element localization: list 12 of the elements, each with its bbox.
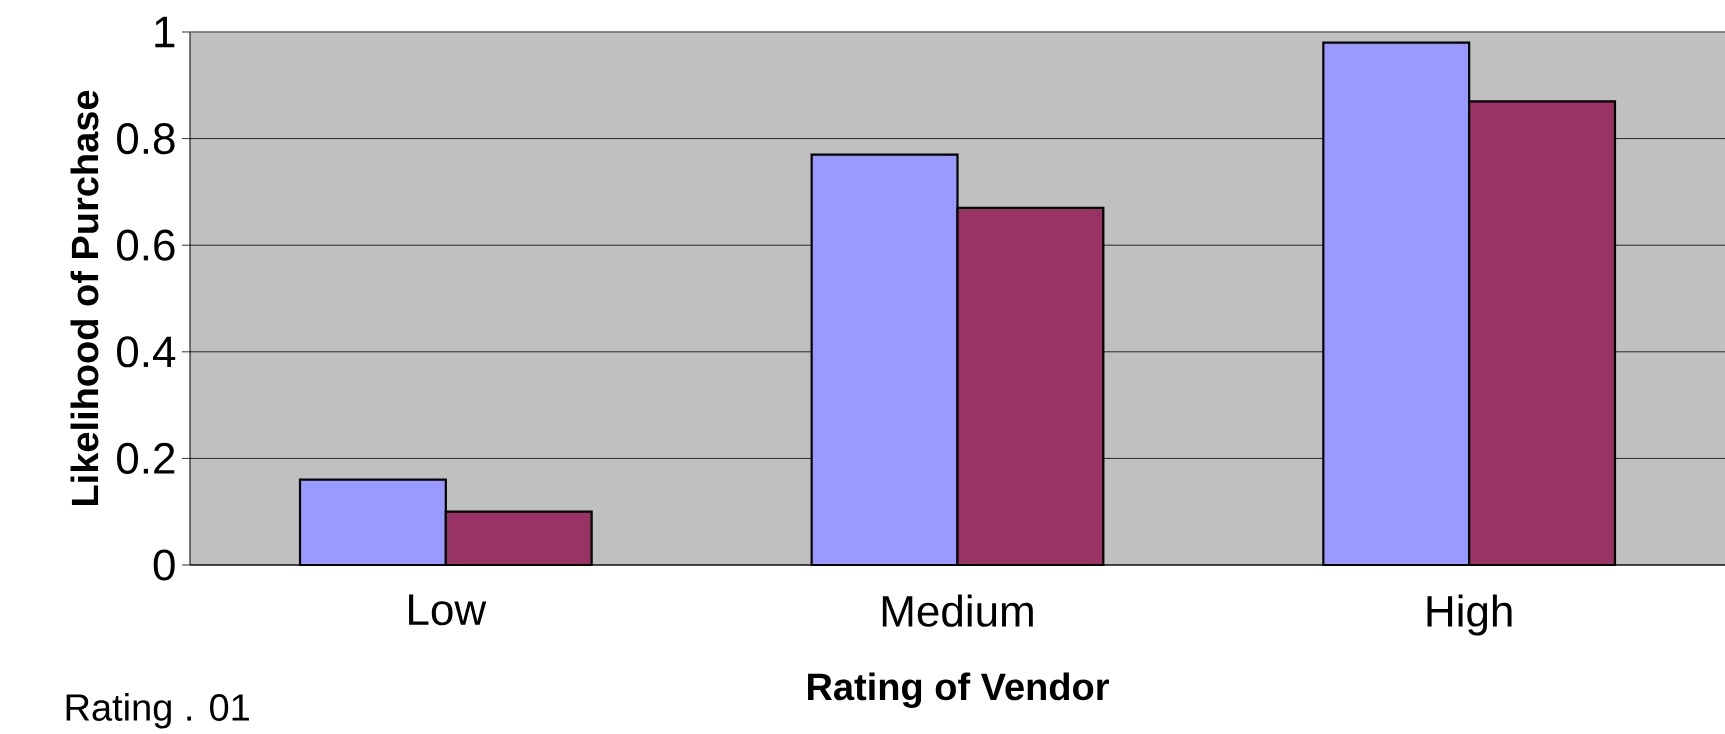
x-axis-title: Rating of Vendor [808, 672, 1109, 708]
y-tick-label: 0 [153, 549, 175, 581]
x-tick-label: Medium [882, 594, 1033, 627]
x-tick-label: High [1427, 594, 1512, 636]
text: Rating . 01 [66, 693, 249, 729]
y-axis-title: Likelihood of Purchase [70, 90, 99, 505]
y-tick-label: 0.2 [117, 442, 175, 474]
y-tick-label: 1 [155, 16, 175, 48]
y-tick-label: 0.4 [117, 336, 176, 368]
x-tick-label: Low [409, 594, 487, 626]
y-tick-label: 0.6 [117, 229, 175, 261]
y-tick-label: 0.8 [117, 123, 175, 155]
